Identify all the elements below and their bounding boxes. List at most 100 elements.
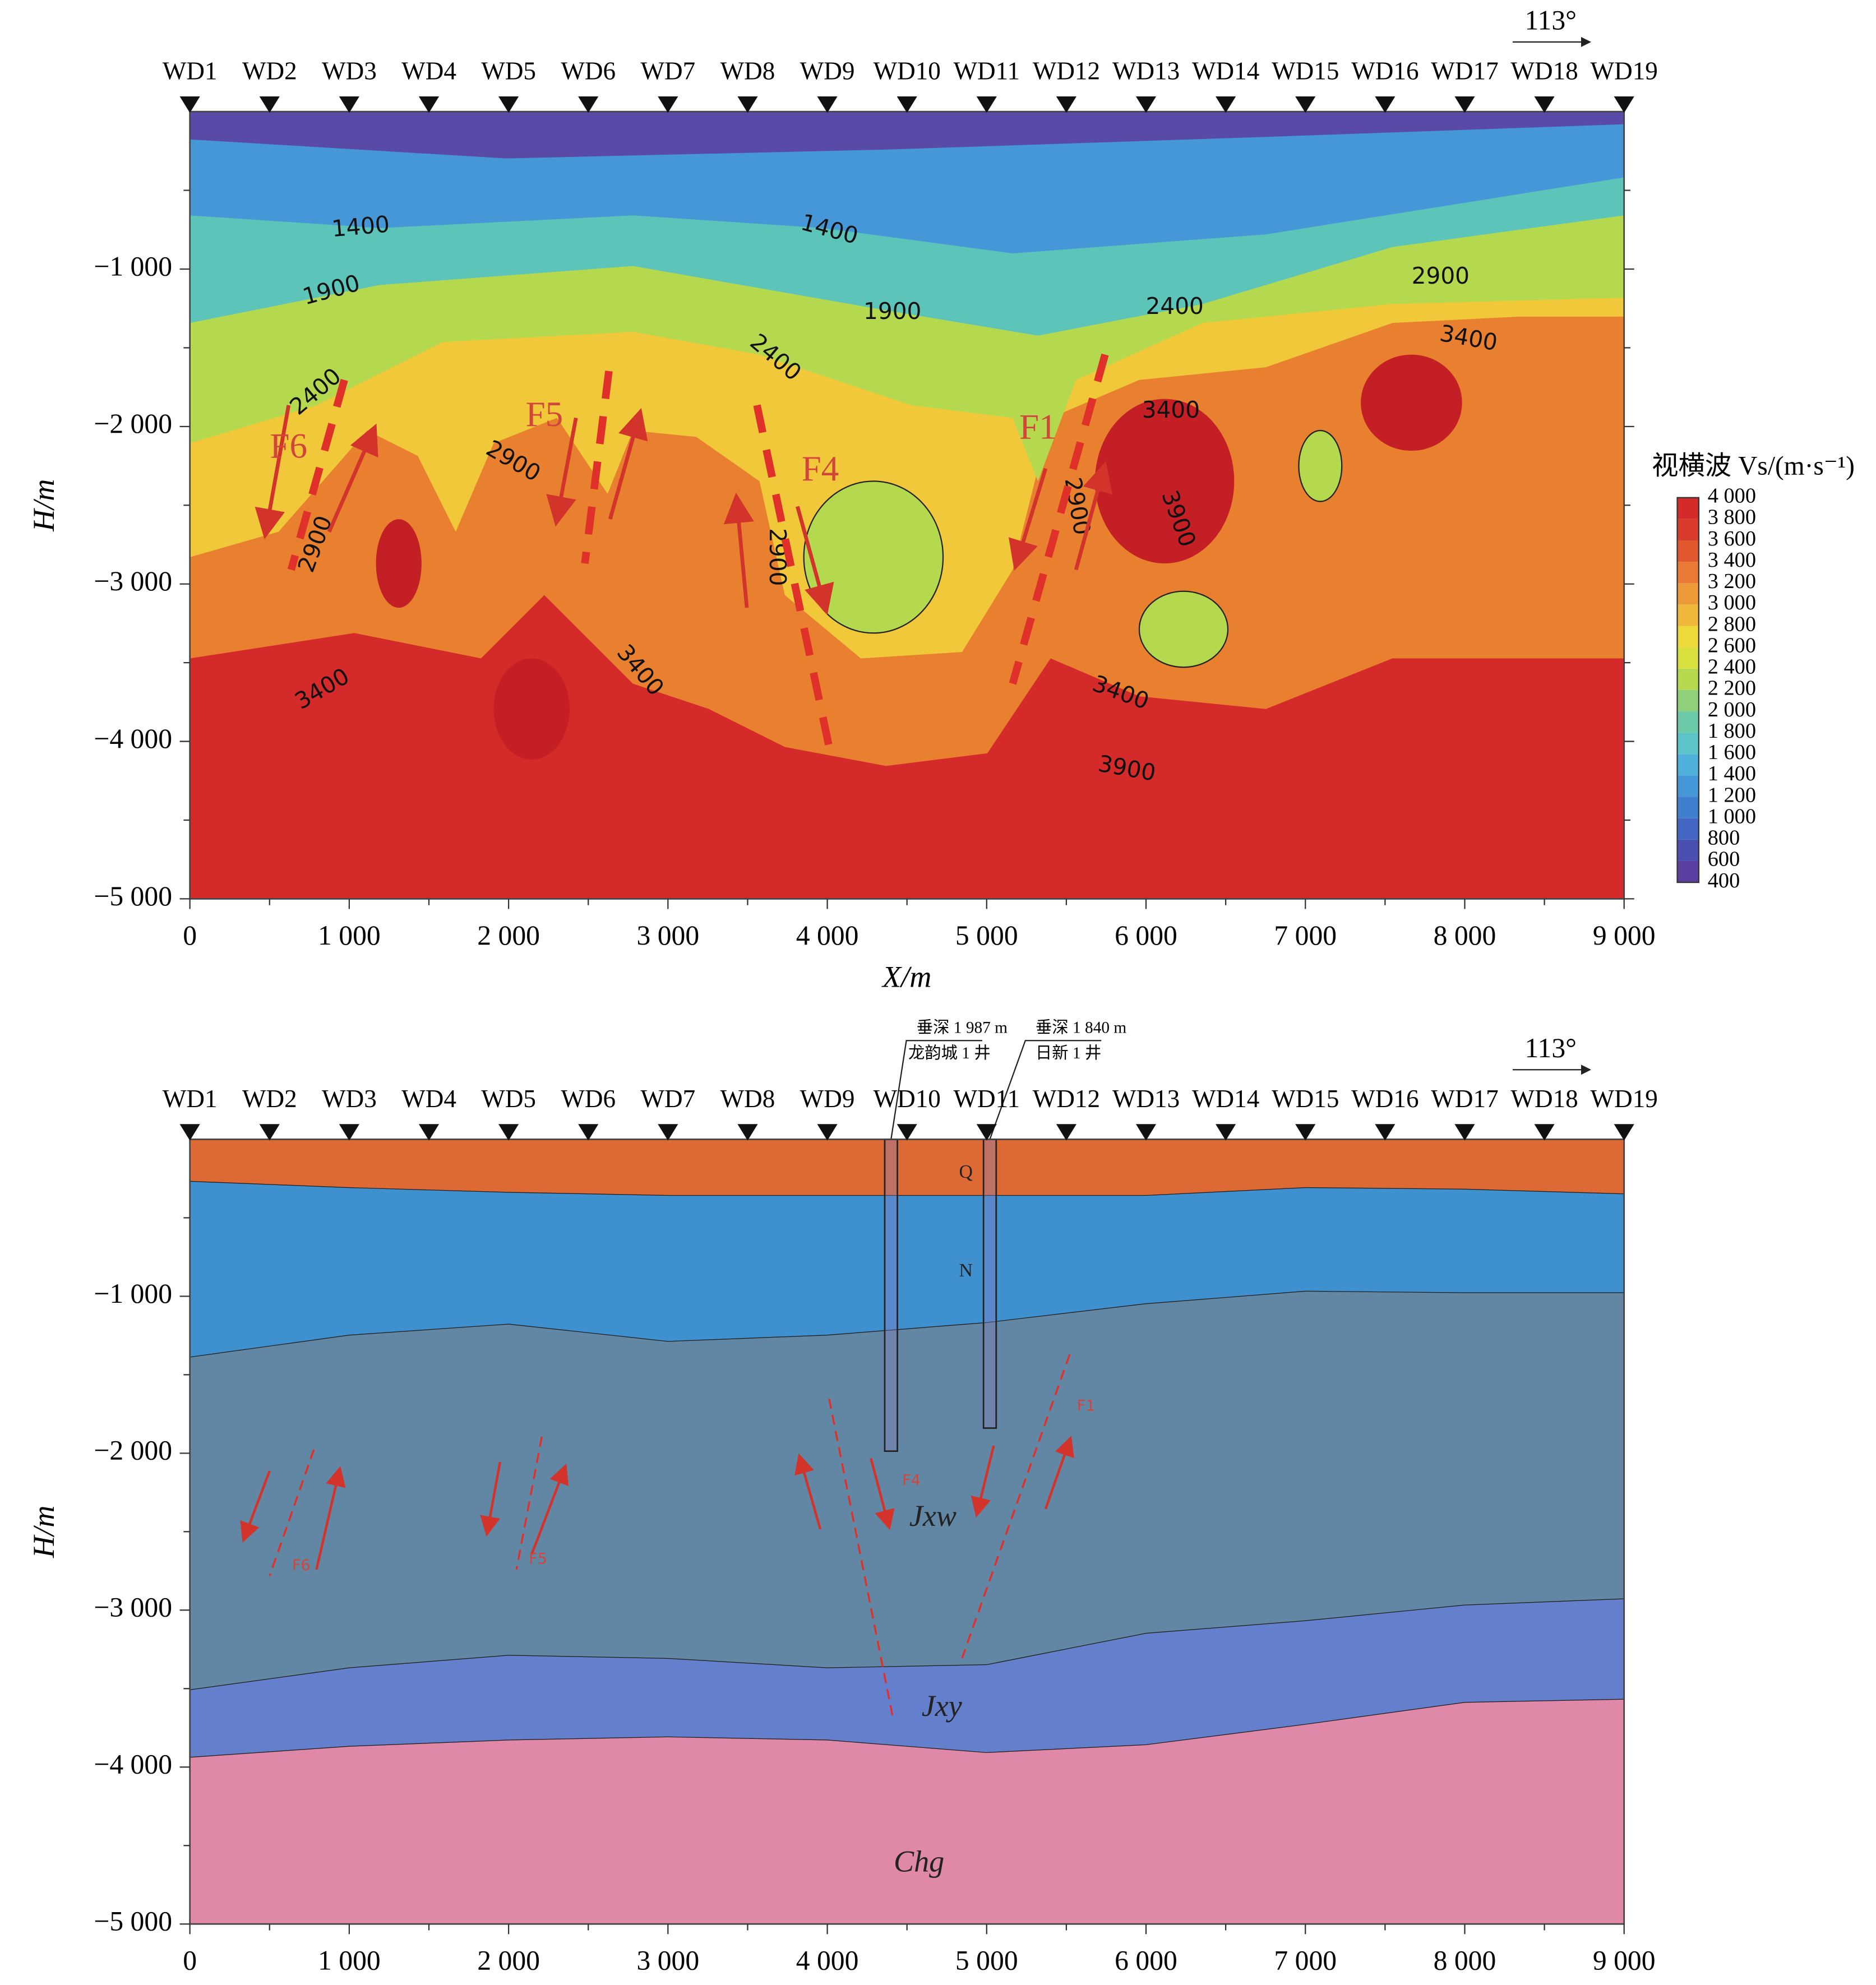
y-tick-label: −2 000 [94,1435,172,1466]
colorbar-tick-label: 3 600 [1708,527,1756,550]
layer-fill [190,1291,1624,1691]
station-marker [737,96,758,113]
colorbar-swatch [1677,604,1699,626]
fault-arrow [971,1445,995,1518]
fault-label: F6 [270,426,307,465]
station-label: WD7 [640,57,695,85]
colorbar-swatch [1677,860,1699,883]
x-tick-label: 8 000 [1434,1945,1496,1976]
x-tick-label: 5 000 [955,920,1018,951]
fault-label: F6 [292,1557,311,1574]
layer-label: N [959,1260,972,1281]
colorbar-swatch [1677,754,1699,776]
station-marker [498,1124,519,1141]
station-label: WD9 [800,1085,855,1113]
fault-trace [269,1449,315,1576]
station-label: WD14 [1192,1085,1259,1113]
fault-arrow [608,408,648,520]
contour-label: 3400 [1142,396,1200,423]
colorbar-tick-label: 2 600 [1708,633,1756,657]
high-velocity-zone [493,658,570,760]
station-label: WD16 [1351,57,1418,85]
station-label: WD12 [1033,57,1100,85]
station-marker [1135,1124,1157,1141]
x-tick-label: 9 000 [1593,1945,1656,1976]
station-marker [578,1124,599,1141]
azimuth-label: 113° [1525,1033,1577,1063]
y-tick-label: −1 000 [94,1278,172,1309]
station-label: WD13 [1112,1085,1180,1113]
y-tick-label: −4 000 [94,1749,172,1780]
station-marker [1534,96,1555,113]
colorbar-tick-label: 1 800 [1708,719,1756,743]
contour-label: 2400 [1146,293,1204,320]
x-tick-label: 7 000 [1274,1945,1337,1976]
station-label: WD4 [401,1085,456,1113]
layer-label: Chg [894,1845,944,1878]
fault-trace [753,404,833,748]
station-marker [179,1124,200,1141]
fault-arrow [530,1463,569,1555]
x-tick-label: 7 000 [1274,920,1337,951]
station-label: WD11 [953,1085,1020,1113]
fault-trace [961,1354,1071,1659]
station-label: WD3 [322,57,377,85]
fault-label: F1 [1077,1397,1096,1414]
station-marker [1135,96,1157,113]
colorbar-title: 视横波 Vs/(m·s⁻¹) [1652,452,1855,481]
station-label: WD18 [1510,57,1578,85]
fault-arrow [327,423,378,533]
y-axis-label: H/m [27,479,61,532]
station-label: WD9 [800,57,855,85]
layer-label: Jxy [922,1689,963,1723]
well-bore [884,1139,898,1452]
station-marker [976,96,997,113]
x-tick-label: 0 [183,920,197,951]
station-marker [1216,96,1236,113]
fault-trace [515,1436,543,1570]
colorbar-swatch [1677,668,1699,690]
station-label: WD5 [481,57,536,85]
station-label: WD16 [1351,1085,1418,1113]
station-marker [179,96,200,113]
well-name: 龙韵城 1 井 [908,1044,991,1062]
station-marker [1375,96,1396,113]
azimuth-label: 113° [1525,4,1577,35]
fault-arrow [315,1466,346,1570]
layer-fill [190,1599,1624,1758]
station-marker [1454,1124,1475,1141]
colorbar-tick-label: 1 600 [1708,741,1756,764]
contour-label: 1900 [863,298,921,325]
fault-arrow [796,506,834,616]
colorbar-swatch [1677,647,1699,669]
colorbar-swatch [1677,711,1699,733]
fault-label: F4 [902,1472,921,1489]
colorbar-tick-label: 3 800 [1708,506,1756,529]
colorbar-tick-label: 3 000 [1708,591,1756,614]
fault-arrow [546,417,578,527]
well-depth-label: 垂深 1 840 m [1036,1019,1126,1037]
station-label: WD1 [163,57,218,85]
station-marker [1056,96,1076,113]
station-marker [418,96,440,113]
high-velocity-zone [1094,399,1235,564]
low-velocity-zone [1138,590,1229,668]
layer-fill [190,1181,1624,1358]
fault-label: F5 [529,1550,547,1567]
station-marker [1216,1124,1236,1141]
x-tick-label: 3 000 [636,920,699,951]
high-velocity-zone [376,519,422,608]
colorbar-tick-label: 1 000 [1708,804,1756,828]
station-label: WD19 [1591,1085,1658,1113]
station-marker [1375,1124,1396,1141]
colorbar-tick-label: 1 400 [1708,762,1756,785]
station-marker [1534,1124,1555,1141]
fault-arrow [1074,461,1113,571]
station-marker [1614,1124,1634,1141]
station-marker [259,96,280,113]
x-tick-label: 1 000 [318,920,381,951]
station-label: WD8 [720,1085,775,1113]
well-leader [890,1040,983,1140]
y-axis-label: H/m [27,1506,61,1558]
